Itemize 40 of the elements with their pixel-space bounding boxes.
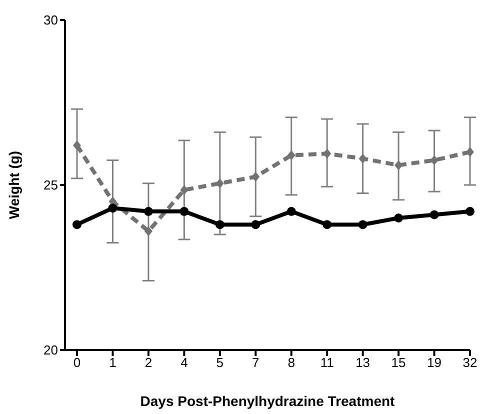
y-tick-label: 20 xyxy=(44,342,58,358)
point xyxy=(430,210,439,220)
point xyxy=(216,178,224,188)
point xyxy=(251,220,260,230)
x-tick-label: 7 xyxy=(252,355,260,370)
x-tick-label: 13 xyxy=(356,355,370,370)
point xyxy=(466,206,474,216)
x-tick-label: 0 xyxy=(73,355,81,370)
point xyxy=(394,214,404,222)
point xyxy=(73,140,81,150)
point xyxy=(180,206,189,216)
point xyxy=(180,184,188,195)
point xyxy=(466,147,474,157)
y-tick-label: 25 xyxy=(44,178,58,193)
x-tick-label: 8 xyxy=(288,355,295,370)
point xyxy=(323,148,332,159)
x-tick-label: 19 xyxy=(427,355,442,370)
x-axis-title: Days Post-Phenylhydrazine Treatment xyxy=(140,393,396,409)
point xyxy=(286,206,296,216)
x-tick-label: 5 xyxy=(216,355,224,370)
x-tick-label: 32 xyxy=(462,355,478,370)
point xyxy=(430,155,438,166)
point xyxy=(358,220,368,230)
x-tick-label: 4 xyxy=(180,355,188,370)
point xyxy=(144,226,152,236)
point xyxy=(358,154,367,164)
x-tick-label: 1 xyxy=(109,355,116,370)
y-axis-title: Weight (g) xyxy=(6,150,22,220)
x-tick-label: 15 xyxy=(391,355,406,370)
x-tick-label: 11 xyxy=(320,355,334,370)
point xyxy=(252,172,260,182)
point xyxy=(322,220,332,230)
point xyxy=(144,206,153,216)
point xyxy=(72,220,82,230)
y-tick-label: 30 xyxy=(44,12,58,28)
point xyxy=(394,160,403,170)
point xyxy=(108,204,118,213)
point xyxy=(215,220,224,230)
x-tick-label: 2 xyxy=(144,355,152,370)
point xyxy=(287,150,296,160)
